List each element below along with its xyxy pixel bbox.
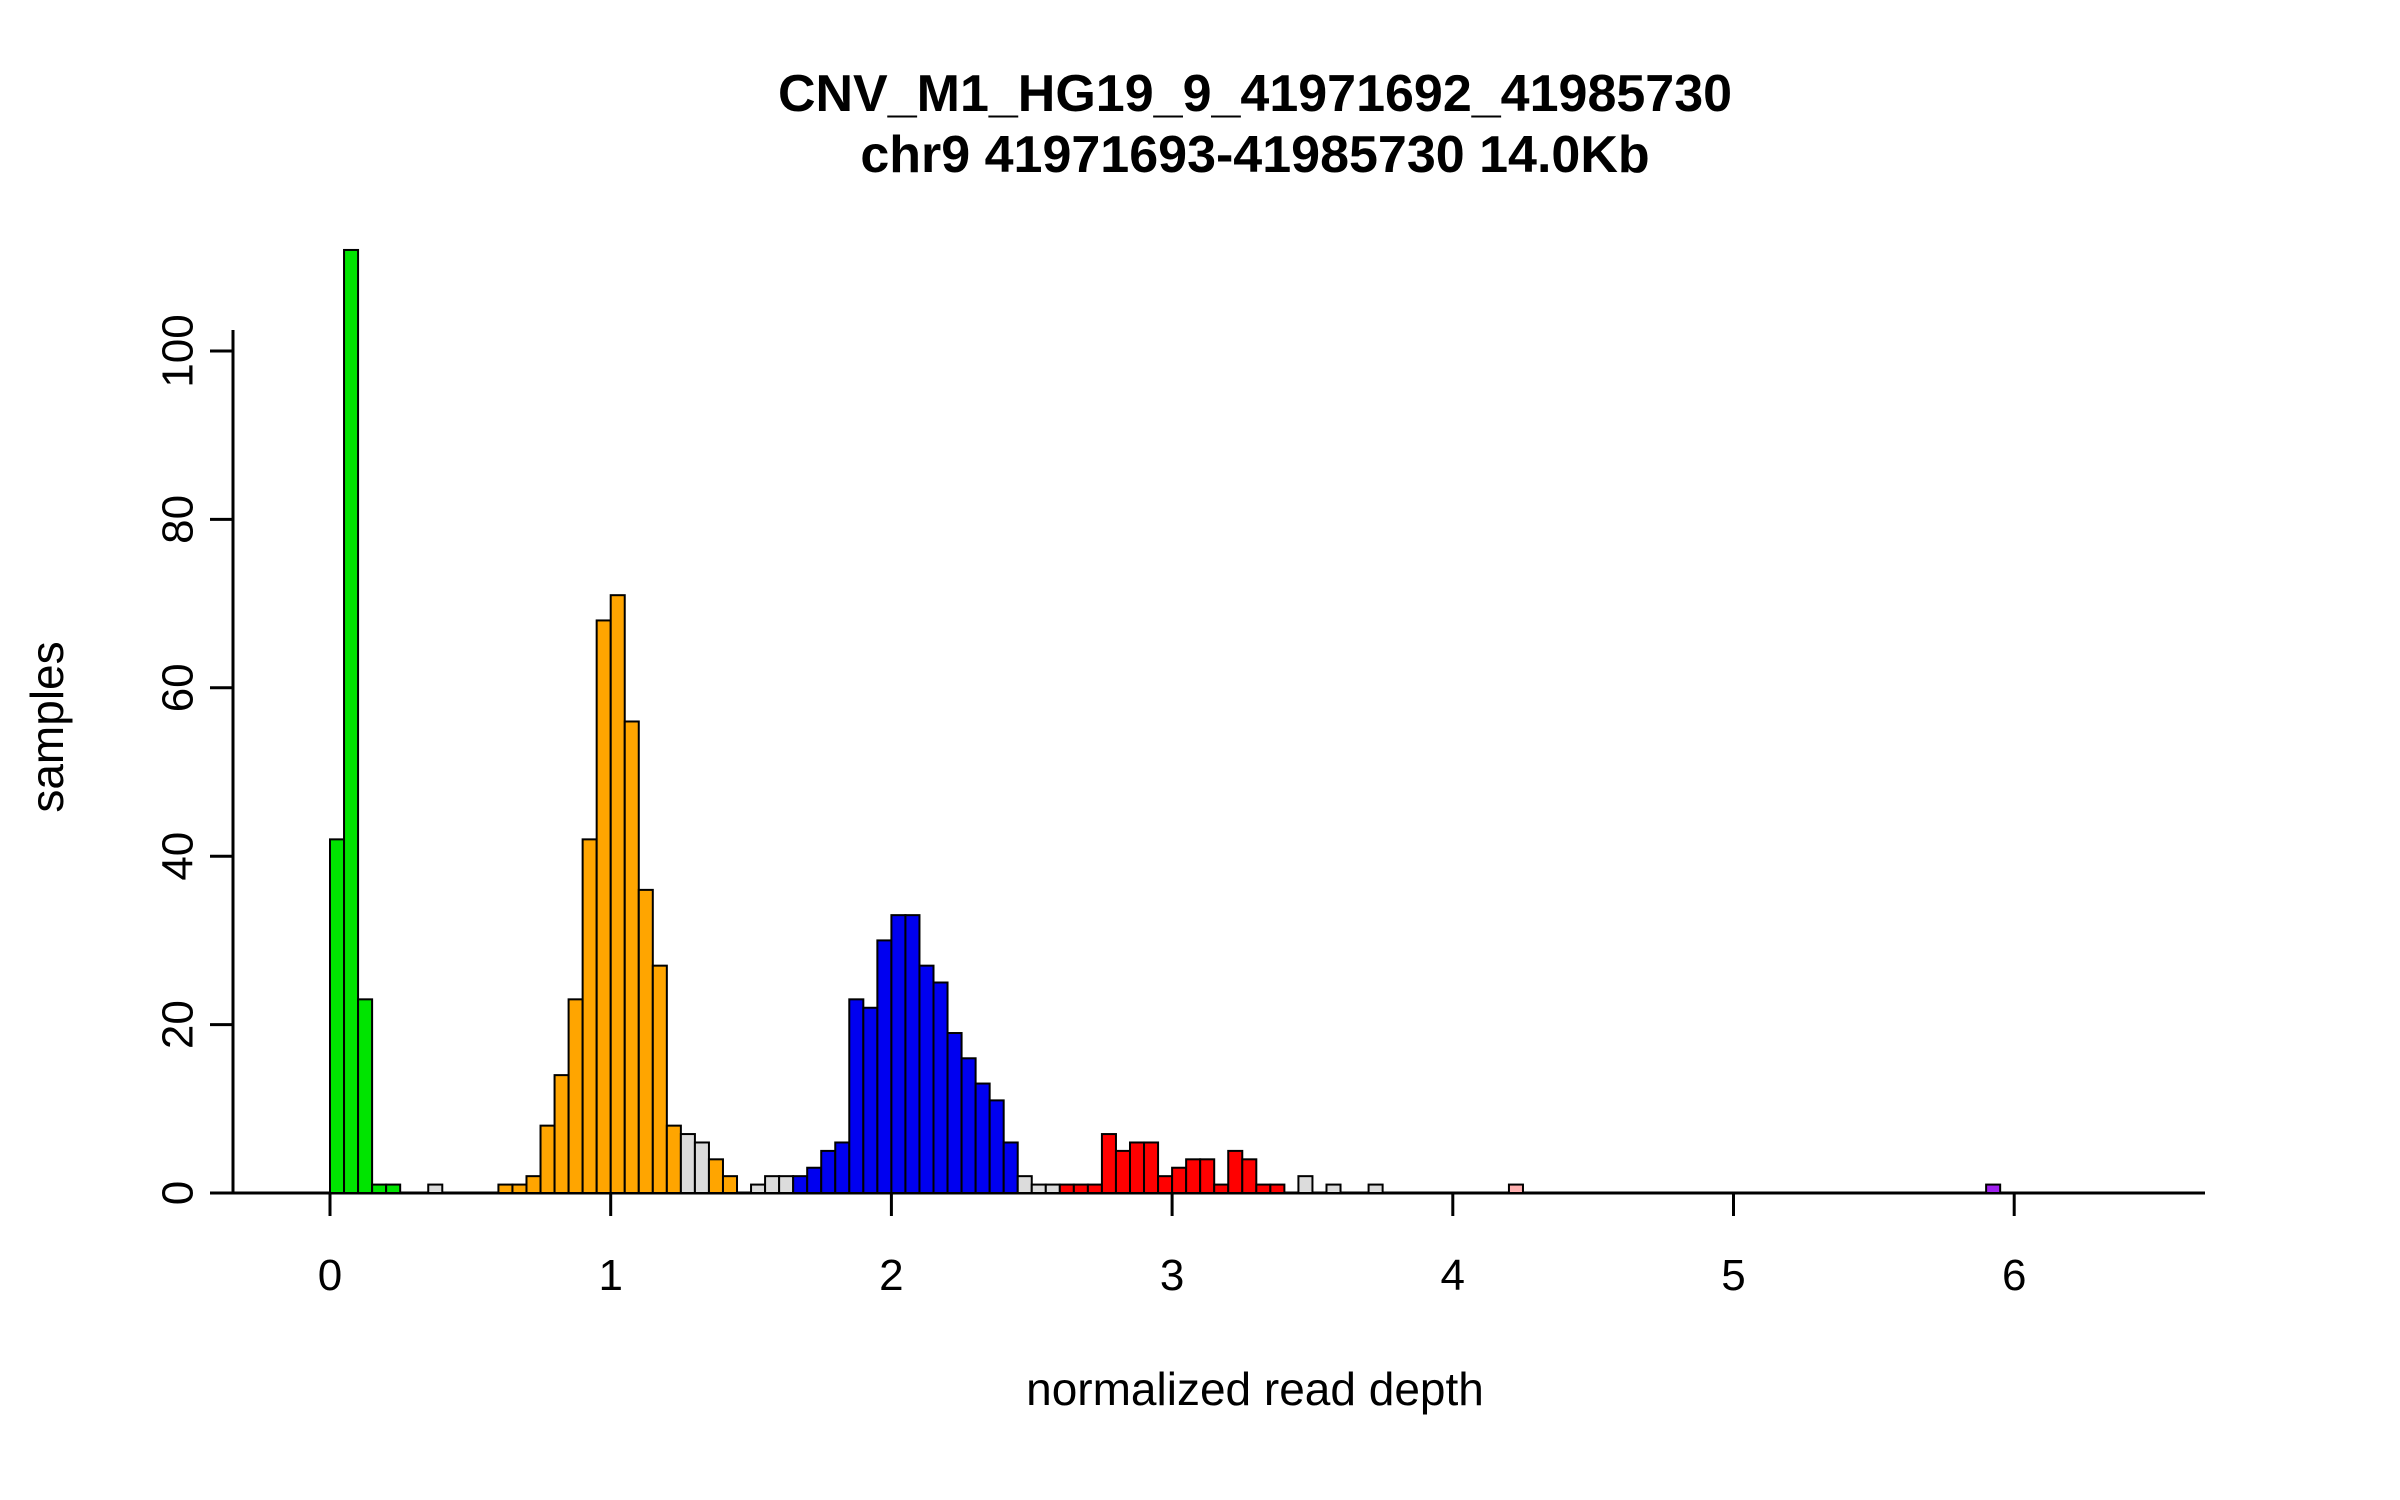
histogram-bar (539, 1124, 556, 1195)
histogram-bar (637, 888, 654, 1194)
y-tick-label: 60 (154, 663, 203, 712)
histogram-bar (497, 1183, 514, 1194)
histogram-bar (1128, 1141, 1146, 1194)
histogram-bar (988, 1099, 1005, 1195)
x-tick-label: 6 (2002, 1251, 2026, 1300)
histogram-bar (511, 1183, 528, 1194)
histogram-bar (764, 1175, 781, 1195)
y-tick-label: 80 (154, 495, 203, 544)
histogram-bar (1241, 1158, 1258, 1194)
histogram-bar (946, 1032, 963, 1195)
histogram-bar (1367, 1183, 1384, 1194)
histogram-bar (371, 1183, 388, 1194)
histogram-bar (1143, 1141, 1160, 1194)
x-tick-label: 5 (1721, 1251, 1745, 1300)
histogram-bar (651, 964, 668, 1194)
histogram-bar (1044, 1183, 1061, 1194)
histogram-bar (750, 1183, 767, 1194)
histogram-bar (918, 964, 935, 1194)
histogram-bar (1507, 1183, 1524, 1194)
histogram-bar (890, 914, 907, 1194)
histogram-bar (1086, 1183, 1103, 1194)
x-tick-label: 4 (1441, 1251, 1465, 1300)
chart-title-block: CNV_M1_HG19_9_41971692_41985730 chr9 419… (110, 64, 2400, 187)
y-tick-label: 0 (154, 1181, 203, 1205)
x-tick-label: 2 (879, 1251, 903, 1300)
y-tick-label: 20 (154, 1000, 203, 1049)
histogram-bar (1269, 1183, 1286, 1194)
histogram-bar (609, 594, 626, 1194)
histogram-bar (385, 1183, 402, 1194)
histogram-bar (974, 1082, 991, 1195)
x-tick-label: 0 (318, 1251, 342, 1300)
histogram-bar (1030, 1183, 1047, 1194)
histogram-bar (1213, 1183, 1230, 1194)
histogram-bar (806, 1166, 823, 1194)
histogram-bar (693, 1141, 710, 1194)
chart-title: CNV_M1_HG19_9_41971692_41985730 (777, 65, 1733, 123)
x-axis-label: normalized read depth (1026, 1363, 1484, 1415)
histogram-bar (876, 939, 893, 1195)
histogram-bar (1058, 1183, 1075, 1194)
histogram-bar (427, 1183, 444, 1194)
chart-subtitle: chr9 41971693-41985730 14.0Kb (860, 126, 1650, 185)
histogram-bar (960, 1057, 977, 1195)
histogram-bar (1072, 1183, 1089, 1194)
histogram-bar (525, 1175, 542, 1195)
histogram-bar (1114, 1149, 1131, 1195)
histogram-bar (567, 998, 584, 1195)
histogram-bar (581, 838, 598, 1194)
histogram-bar (932, 981, 949, 1194)
histogram-bar (679, 1133, 696, 1195)
x-tick-label: 3 (1160, 1251, 1184, 1300)
y-axis-label: samples (21, 641, 73, 813)
histogram-bar (1157, 1175, 1174, 1195)
histogram-bar (357, 998, 374, 1195)
histogram-bar (1016, 1175, 1033, 1195)
histogram-bar (665, 1124, 682, 1195)
histogram-bar (1100, 1133, 1117, 1195)
histogram-bar (623, 720, 640, 1194)
histogram-bar (329, 838, 346, 1194)
histogram-bar (343, 248, 360, 1194)
histogram-bar (820, 1149, 837, 1195)
histogram-bar (834, 1141, 851, 1194)
histogram-bar (1985, 1183, 2002, 1194)
histogram-bar (721, 1175, 739, 1195)
histogram-bar (1185, 1158, 1202, 1194)
y-tick-label: 40 (154, 832, 203, 881)
histogram-bar (1199, 1158, 1216, 1194)
histogram-bar (1002, 1141, 1019, 1194)
histogram-bar (553, 1074, 570, 1194)
histogram-bar (1227, 1149, 1244, 1195)
histogram-bar (848, 998, 865, 1195)
histogram-bar (778, 1175, 795, 1195)
histogram-bar (862, 1006, 879, 1195)
histogram-bar (1297, 1175, 1314, 1195)
histogram-bar (792, 1175, 809, 1195)
histogram-bar (1325, 1183, 1342, 1194)
histogram-bar (904, 914, 921, 1194)
x-tick-label: 1 (598, 1251, 622, 1300)
y-tick-label: 100 (154, 314, 203, 387)
histogram-bar (595, 619, 612, 1194)
histogram-bar (1171, 1166, 1188, 1194)
histogram-bar (707, 1158, 724, 1194)
histogram-bar (1255, 1183, 1272, 1194)
